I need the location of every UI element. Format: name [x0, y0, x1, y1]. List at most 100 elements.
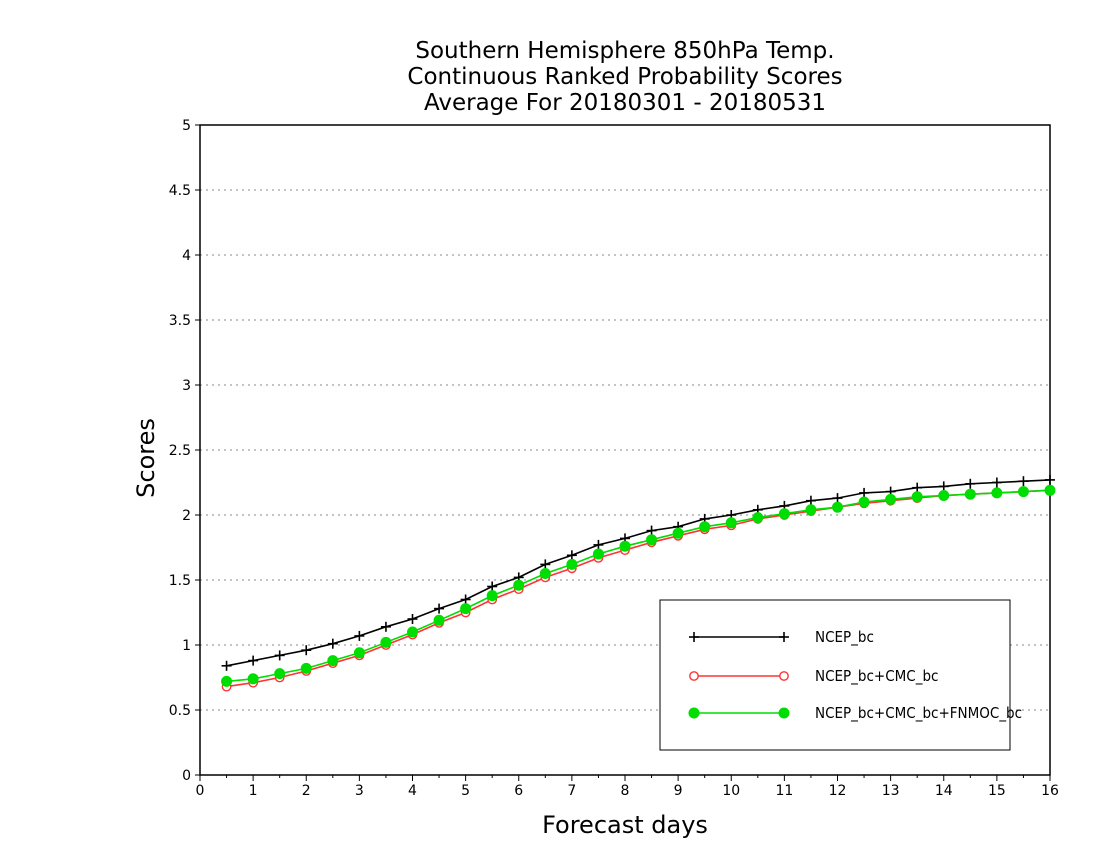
data-point [911, 491, 923, 503]
legend-entry-2: NCEP_bc+CMC_bc [689, 667, 938, 686]
y-tick-label: 2 [182, 508, 191, 524]
x-tick-label: 8 [621, 783, 630, 799]
data-point [646, 525, 657, 536]
data-point [1018, 476, 1029, 487]
data-point [487, 581, 498, 592]
data-point [247, 673, 259, 685]
data-point [433, 614, 445, 626]
data-point [380, 636, 392, 648]
x-tick-label: 12 [829, 783, 847, 799]
data-point [1044, 484, 1056, 496]
data-point [248, 655, 259, 666]
data-point [858, 496, 870, 508]
x-tick-label: 9 [674, 783, 683, 799]
data-point [964, 488, 976, 500]
x-tick-label: 11 [775, 783, 793, 799]
data-point [407, 614, 418, 624]
x-tick-label: 3 [355, 783, 364, 799]
legend-label: NCEP_bc+CMC_bc [815, 667, 938, 686]
legend-marker [779, 632, 789, 642]
data-point [938, 481, 949, 492]
data-point [540, 559, 551, 570]
data-point [274, 650, 285, 661]
data-point [805, 504, 817, 516]
legend-marker [779, 671, 789, 681]
data-point [434, 603, 445, 614]
data-point [274, 668, 286, 680]
data-point [407, 626, 418, 638]
data-point [778, 508, 790, 520]
legend-marker [689, 671, 699, 681]
x-tick-label: 13 [882, 783, 900, 799]
data-point [221, 675, 233, 687]
x-tick-label: 0 [196, 783, 205, 799]
x-tick-label: 14 [935, 783, 953, 799]
data-point [619, 540, 631, 552]
data-point [1045, 474, 1055, 485]
y-tick-label: 5 [182, 118, 191, 134]
chart-title: Southern Hemisphere 850hPa Temp. Continu… [407, 38, 842, 116]
data-point [832, 493, 843, 504]
legend-label: NCEP_bc+CMC_bc+FNMOC_bc [815, 704, 1022, 723]
data-point [885, 493, 897, 505]
data-point [566, 550, 577, 561]
data-point [832, 501, 843, 513]
data-point [301, 645, 312, 656]
chart-title-line-2: Continuous Ranked Probability Scores [407, 64, 842, 90]
data-point [699, 521, 711, 533]
y-tick-label: 3.5 [169, 313, 191, 329]
x-tick-label: 15 [988, 783, 1006, 799]
data-point [1017, 486, 1029, 498]
data-point [221, 660, 232, 671]
x-tick-label: 5 [461, 783, 470, 799]
data-point [327, 638, 338, 649]
data-point [938, 490, 950, 501]
y-tick-label: 3 [182, 378, 191, 394]
x-axis-title: Forecast days [542, 811, 708, 839]
data-point [592, 548, 604, 560]
y-tick-label: 4.5 [169, 183, 191, 199]
chart-title-line-1: Southern Hemisphere 850hPa Temp. [415, 38, 834, 64]
x-tick-label: 16 [1041, 783, 1059, 799]
data-point [513, 579, 525, 591]
data-point [460, 603, 472, 615]
x-tick-label: 2 [302, 783, 311, 799]
data-point [991, 477, 1002, 488]
data-point [593, 539, 604, 550]
chart-title-line-3: Average For 20180301 - 20180531 [424, 90, 826, 116]
x-tick-label: 4 [408, 783, 417, 799]
data-point [566, 558, 578, 570]
data-point [965, 478, 976, 489]
data-point [725, 517, 737, 529]
data-point [646, 534, 658, 546]
data-point [327, 655, 339, 667]
data-point [805, 495, 816, 506]
legend-marker [778, 707, 790, 719]
series-1 [221, 474, 1055, 671]
data-point [460, 594, 471, 605]
x-tick-label: 7 [567, 783, 576, 799]
y-tick-label: 0.5 [169, 703, 191, 719]
series-3 [221, 484, 1056, 687]
data-point [672, 527, 684, 539]
y-axis-title: Scores [132, 418, 160, 498]
data-point [380, 621, 391, 632]
x-tick-label: 6 [514, 783, 523, 799]
data-point [912, 482, 923, 493]
axis-ticks: 00.511.522.533.544.550 1 2 3 4 5 6 7 8 9 10 11 12 13 1… [169, 118, 1059, 799]
legend: NCEP_bc NCEP_bc+CMC_bc NCEP_bc+CMC_bc+FNMO… [659, 599, 1022, 751]
data-point [752, 512, 764, 524]
y-tick-label: 2.5 [169, 443, 191, 459]
data-point [354, 630, 365, 641]
y-tick-label: 4 [182, 248, 191, 264]
legend-entry-1: NCEP_bc [689, 628, 874, 647]
legend-marker [689, 632, 699, 642]
data-point [486, 590, 498, 602]
x-tick-label: 1 [249, 783, 258, 799]
x-tick-label: 10 [722, 783, 740, 799]
data-point [300, 662, 312, 674]
legend-entry-3: NCEP_bc+CMC_bc+FNMOC_bc [688, 704, 1022, 723]
y-tick-label: 1.5 [169, 573, 191, 589]
data-point [353, 647, 365, 659]
